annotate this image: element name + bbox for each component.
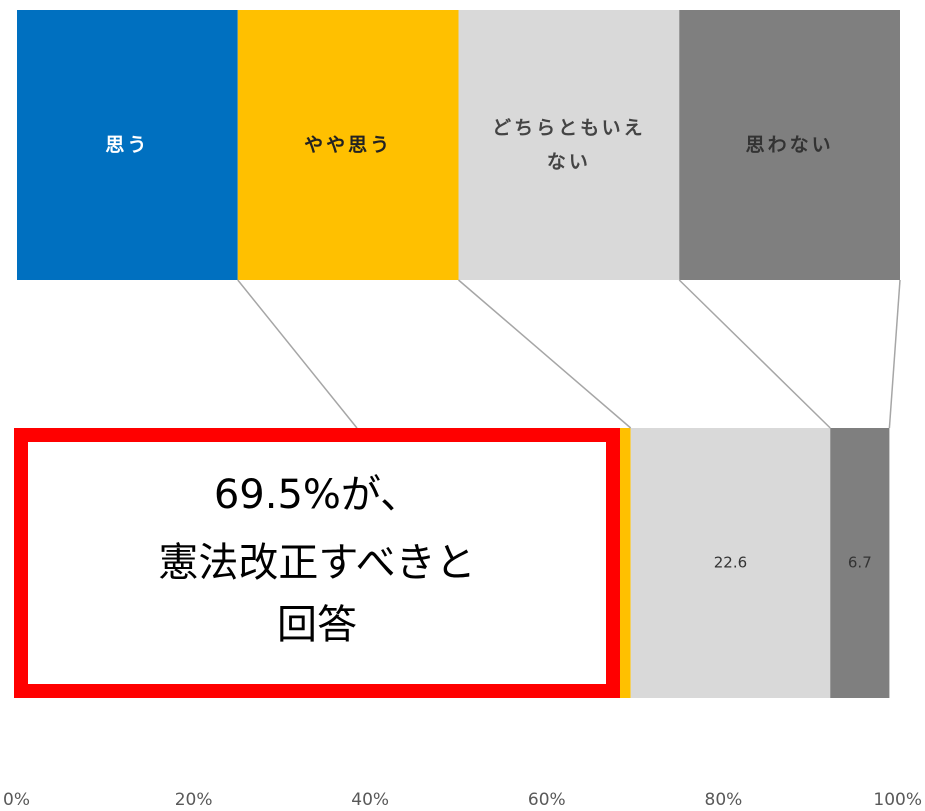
bar-segment	[830, 428, 890, 698]
data-label: 22.6	[714, 554, 747, 572]
connector-line	[237, 279, 358, 429]
annotation-box	[14, 428, 620, 698]
annotation-text: 回答	[277, 602, 357, 648]
legend-label: どちらともいえない	[492, 116, 646, 173]
legend-label: 思わない	[745, 133, 834, 156]
data-label: 6.7	[848, 554, 872, 572]
x-tick-label: 0%	[3, 790, 30, 810]
legend-label: 思う	[105, 133, 150, 156]
connector-line	[888, 279, 901, 429]
legend-item: 思う	[105, 133, 150, 156]
connector-line	[458, 279, 632, 429]
legend-swatch	[679, 10, 900, 280]
x-tick-label: 60%	[528, 790, 566, 810]
bar-segment	[630, 428, 831, 698]
legend-item: どちらともいえない	[492, 116, 646, 173]
annotation-text: 憲法改正すべきと	[158, 540, 475, 586]
connector-line	[678, 279, 831, 429]
legend-item: 思わない	[745, 133, 834, 156]
annotation-text: 69.5%が、	[214, 472, 420, 518]
legend-swatch	[17, 10, 238, 280]
legend-label: やや思う	[304, 133, 393, 156]
x-tick-label: 40%	[351, 790, 389, 810]
legend-item: やや思う	[304, 133, 393, 156]
legend-swatch	[237, 10, 459, 280]
legend-swatch	[458, 10, 680, 280]
x-tick-label: 20%	[175, 790, 213, 810]
x-tick-label: 80%	[705, 790, 743, 810]
x-tick-label: 100%	[873, 790, 922, 810]
